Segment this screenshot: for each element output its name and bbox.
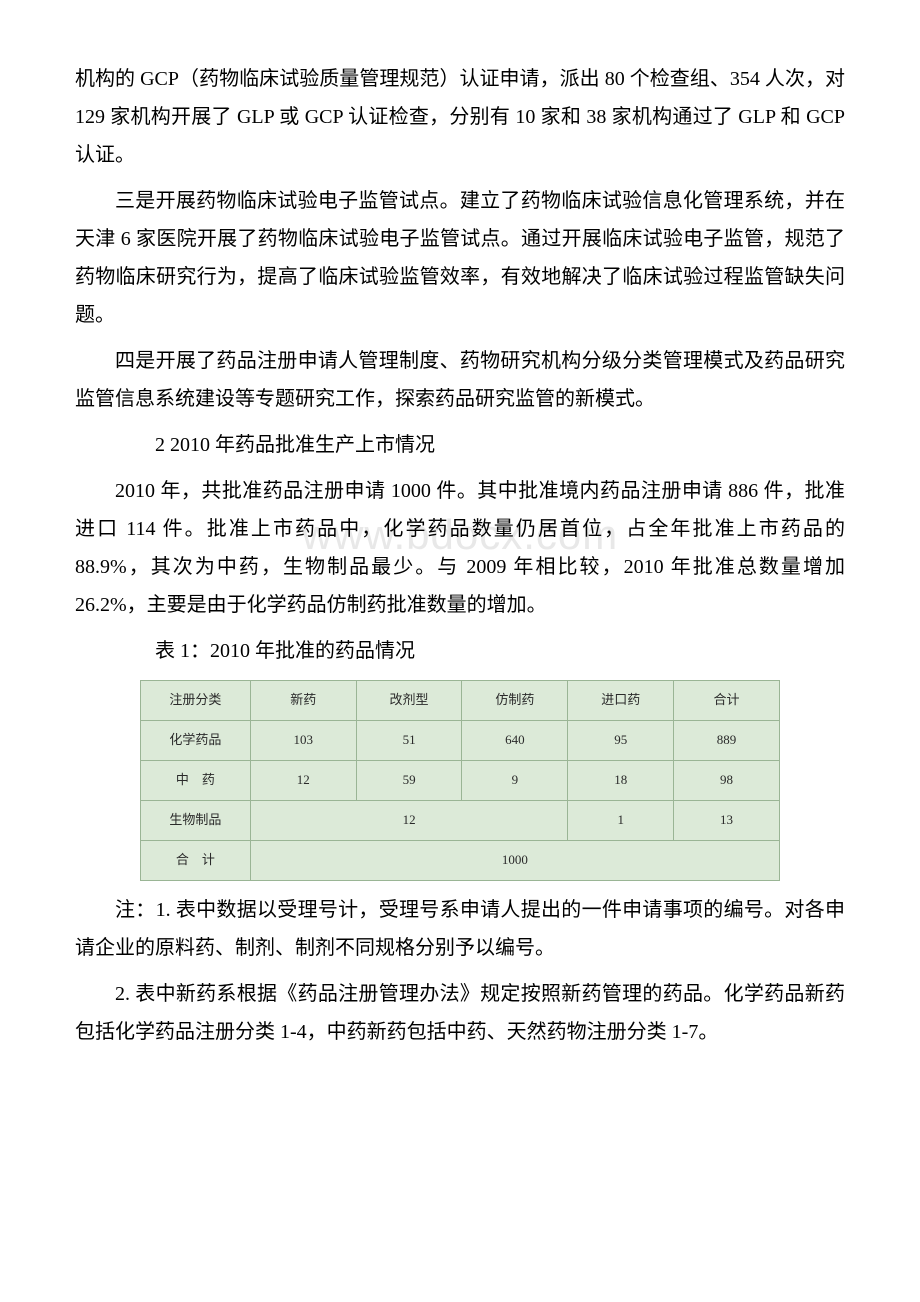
table-container: 注册分类 新药 改剂型 仿制药 进口药 合计 化学药品 103 51 640 9… — [75, 680, 845, 881]
approval-table: 注册分类 新药 改剂型 仿制药 进口药 合计 化学药品 103 51 640 9… — [140, 680, 780, 881]
section-title: 2 2010 年药品批准生产上市情况 — [75, 426, 845, 464]
table-cell: 化学药品 — [141, 721, 251, 761]
table-cell: 640 — [462, 721, 568, 761]
paragraph-3: 四是开展了药品注册申请人管理制度、药物研究机构分级分类管理模式及药品研究监管信息… — [75, 342, 845, 418]
table-header-cell: 合计 — [674, 681, 780, 721]
table-cell: 生物制品 — [141, 801, 251, 841]
table-cell: 103 — [250, 721, 356, 761]
table-row: 生物制品 12 1 13 — [141, 801, 780, 841]
table-header-cell: 仿制药 — [462, 681, 568, 721]
paragraph-2: 三是开展药物临床试验电子监管试点。建立了药物临床试验信息化管理系统，并在天津 6… — [75, 182, 845, 334]
table-cell: 889 — [674, 721, 780, 761]
table-cell: 12 — [250, 761, 356, 801]
note-2: 2. 表中新药系根据《药品注册管理办法》规定按照新药管理的药品。化学药品新药包括… — [75, 975, 845, 1051]
table-cell: 1 — [568, 801, 674, 841]
table-header-cell: 进口药 — [568, 681, 674, 721]
table-row: 中 药 12 59 9 18 98 — [141, 761, 780, 801]
table-cell: 中 药 — [141, 761, 251, 801]
table-row: 化学药品 103 51 640 95 889 — [141, 721, 780, 761]
table-cell: 合 计 — [141, 841, 251, 881]
table-row: 合 计 1000 — [141, 841, 780, 881]
table-header-cell: 改剂型 — [356, 681, 462, 721]
table-cell: 98 — [674, 761, 780, 801]
table-header-row: 注册分类 新药 改剂型 仿制药 进口药 合计 — [141, 681, 780, 721]
note-1: 注：1. 表中数据以受理号计，受理号系申请人提出的一件申请事项的编号。对各申请企… — [75, 891, 845, 967]
table-header-cell: 新药 — [250, 681, 356, 721]
table-cell: 9 — [462, 761, 568, 801]
table-cell-merged: 1000 — [250, 841, 779, 881]
table-header-cell: 注册分类 — [141, 681, 251, 721]
table-cell-merged: 12 — [250, 801, 567, 841]
paragraph-5: 2010 年，共批准药品注册申请 1000 件。其中批准境内药品注册申请 886… — [75, 472, 845, 624]
table-cell: 13 — [674, 801, 780, 841]
table-title: 表 1：2010 年批准的药品情况 — [75, 632, 845, 670]
paragraph-1: 机构的 GCP（药物临床试验质量管理规范）认证申请，派出 80 个检查组、354… — [75, 60, 845, 174]
table-cell: 59 — [356, 761, 462, 801]
table-cell: 95 — [568, 721, 674, 761]
table-cell: 18 — [568, 761, 674, 801]
table-cell: 51 — [356, 721, 462, 761]
